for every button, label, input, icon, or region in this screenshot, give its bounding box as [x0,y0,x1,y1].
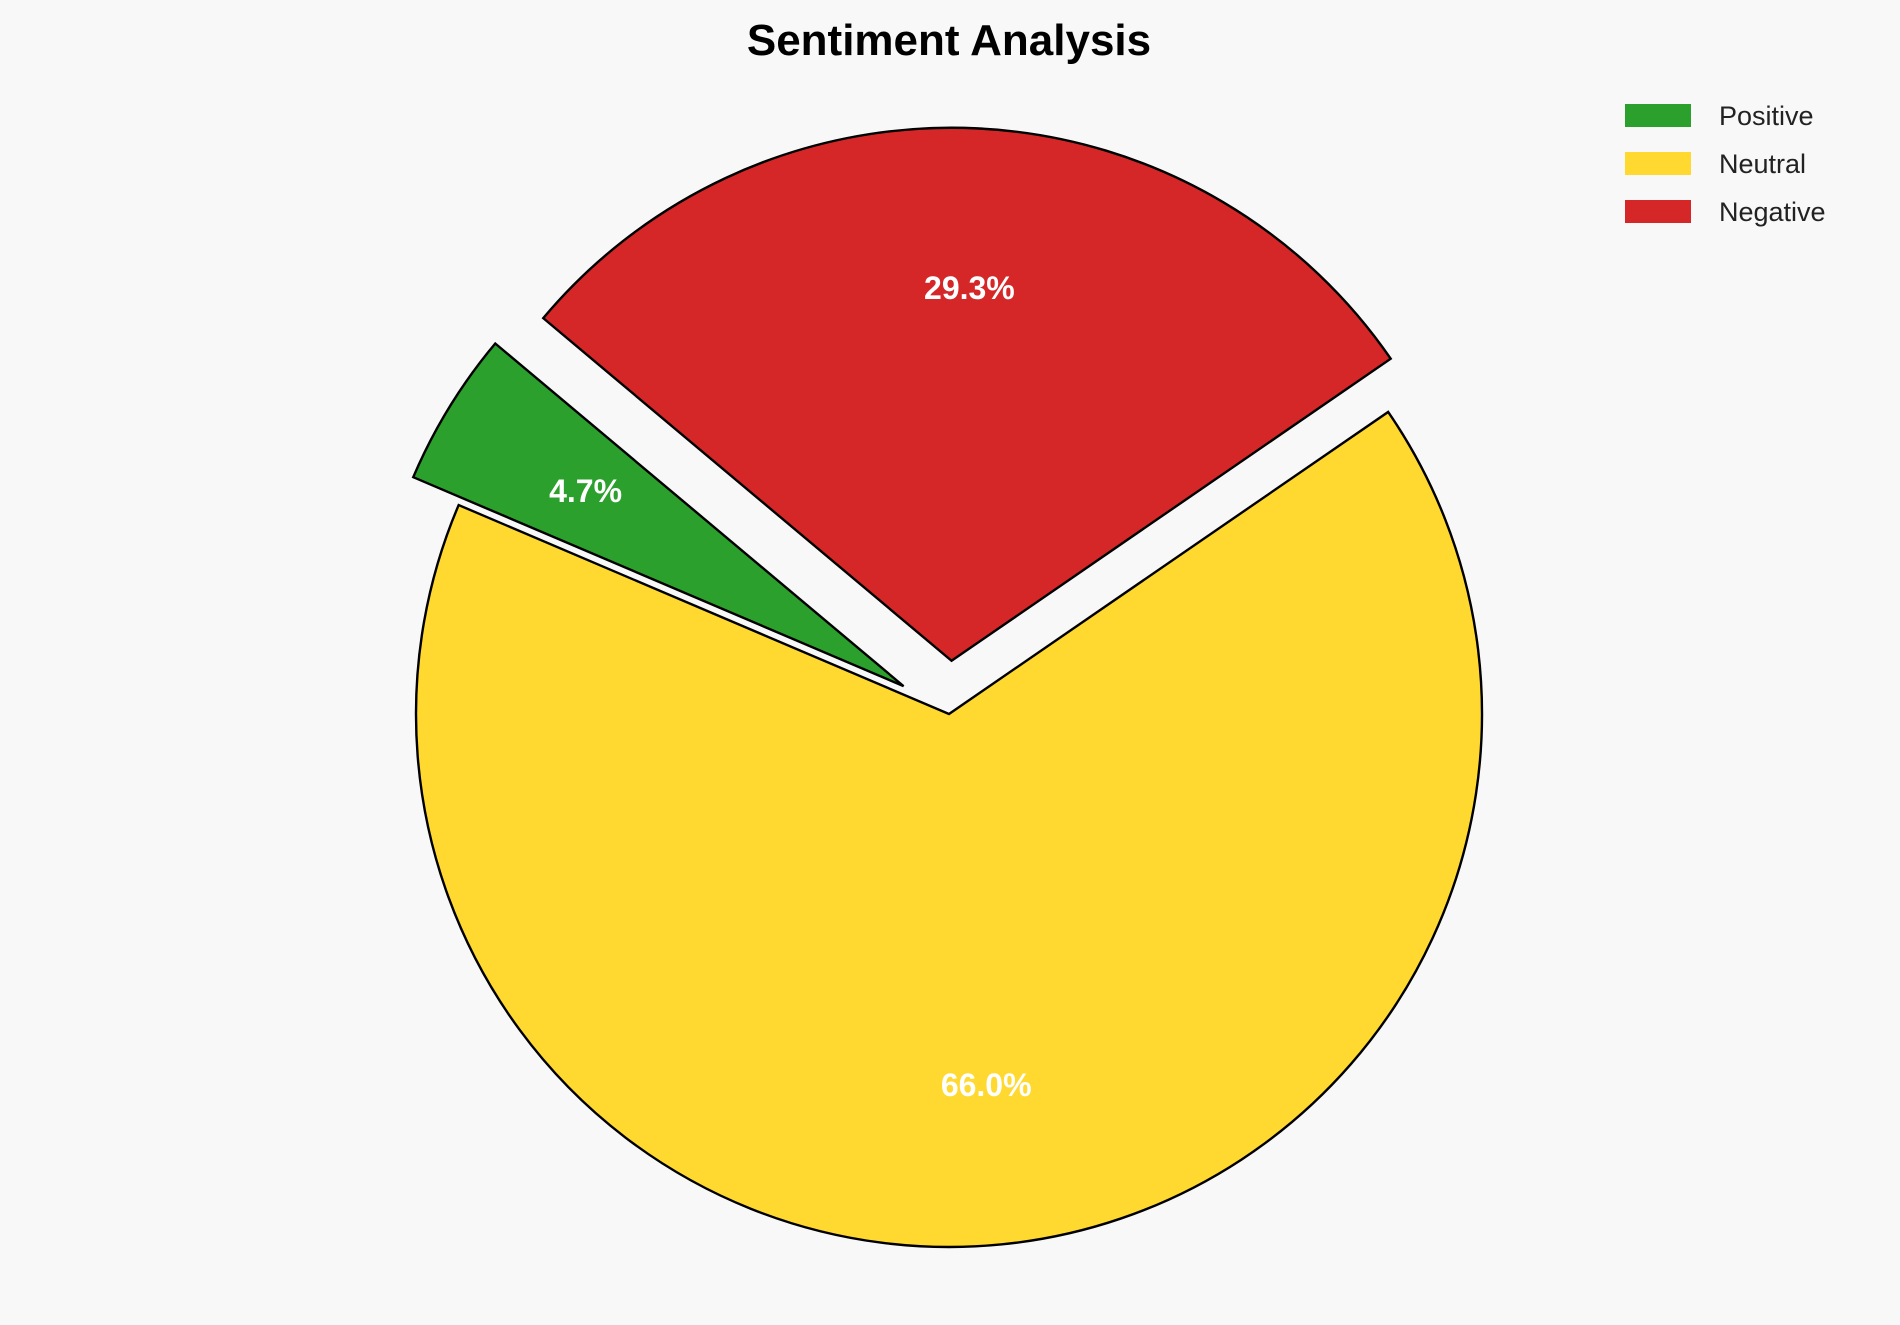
legend-label-negative: Negative [1719,197,1826,227]
slice-label-positive: 4.7% [549,473,622,509]
legend-swatch-negative [1625,200,1691,223]
legend-label-neutral: Neutral [1719,149,1806,179]
legend-label-positive: Positive [1719,101,1814,131]
legend-swatch-neutral [1625,152,1691,175]
slice-label-neutral: 66.0% [941,1067,1032,1103]
legend-swatch-positive [1625,104,1691,127]
chart-title: Sentiment Analysis [747,16,1151,65]
slice-negative [541,126,1393,663]
legend: Positive Neutral Negative [1625,101,1826,227]
slice-neutral [414,410,1484,1249]
slice-label-negative: 29.3% [924,270,1015,306]
slices: 4.7% 66.0% 29.3% [411,126,1484,1249]
slice-positive [411,341,905,688]
